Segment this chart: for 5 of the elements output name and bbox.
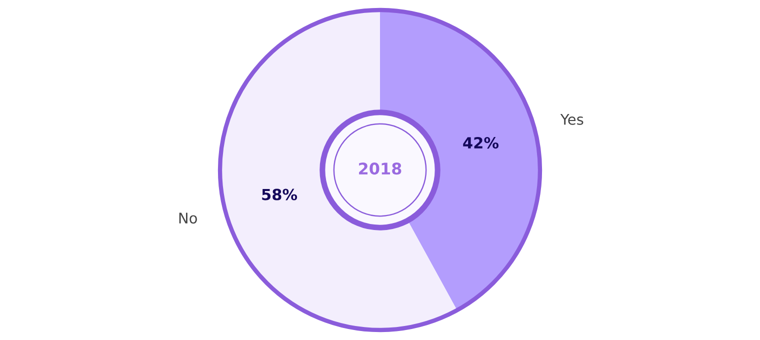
data-label: 58% (262, 188, 298, 200)
data-label: 42% (463, 137, 499, 149)
slice-label: Yes (560, 114, 584, 125)
text: 2018 (359, 162, 402, 175)
slice-label: No (179, 212, 197, 224)
